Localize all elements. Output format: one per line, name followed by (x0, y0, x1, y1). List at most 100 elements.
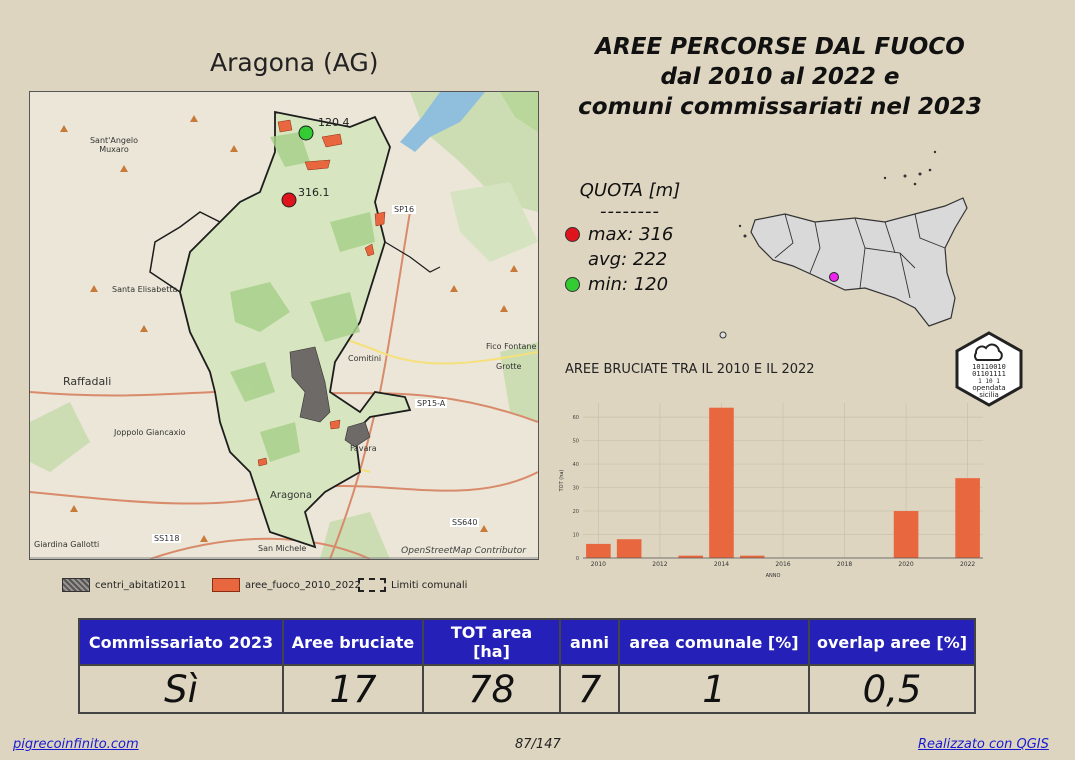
legend-label: Limiti comunali (391, 579, 468, 591)
place-label: Grotte (496, 362, 522, 371)
quota-row-max: max: 316 (565, 222, 695, 247)
logo-bits-2: 01101111 (972, 370, 1006, 378)
main-title-line-1: AREE PERCORSE DAL FUOCO (595, 34, 965, 60)
table-header: Aree bruciate (282, 618, 424, 666)
table-header: TOT area [ha] (422, 618, 561, 666)
green-dot-icon (565, 277, 580, 292)
quota-separator: -------- (600, 201, 660, 222)
page-number: 87/147 (515, 737, 561, 752)
municipality-title: Aragona (AG) (210, 48, 379, 77)
map-credit: OpenStreetMap Contributor (401, 546, 526, 556)
place-label: Santa Elisabetta (112, 285, 178, 294)
legend-item-boundaries: Limiti comunali (358, 578, 467, 592)
y-tick-label: 60 (573, 415, 579, 421)
table-cell: Sì (78, 664, 284, 714)
legend-label: aree_fuoco_2010_2022 (245, 579, 361, 591)
place-label: Sant'Angelo Muxaro (89, 136, 139, 154)
x-tick-label: 2012 (652, 561, 667, 568)
urban-area-aragona (289, 346, 331, 423)
place-label: Fico Fontane (486, 342, 537, 351)
place-label: Giardina Gallotti (34, 540, 100, 549)
x-tick-label: 2018 (837, 561, 852, 568)
quota-max: max: 316 (588, 224, 674, 245)
table-row: Sì 17 78 7 1 0,5 (78, 664, 976, 714)
municipality-map[interactable]: Sant'Angelo Muxaro Santa Elisabetta Raff… (29, 91, 539, 560)
bar-2014 (709, 407, 734, 558)
table-header: anni (559, 618, 620, 666)
sicily-inset-map (719, 150, 968, 339)
elevation-summary: QUOTA [m] -------- max: 316 avg: 222 min… (565, 180, 695, 297)
legend-label: centri_abitati2011 (95, 579, 187, 591)
table-header-row: Commissariato 2023 Aree bruciate TOT are… (78, 618, 976, 666)
opendata-sicilia-logo: 10110010 01101111 1 10 1 opendata sicili… (955, 331, 1023, 407)
chart-title: AREE BRUCIATE TRA IL 2010 E IL 2022 (565, 362, 815, 377)
red-dot-icon (565, 227, 580, 242)
table-cell: 1 (618, 664, 810, 714)
stats-table: Commissariato 2023 Aree bruciate TOT are… (78, 618, 976, 714)
fires-swatch (212, 578, 240, 592)
quota-avg: avg: 222 (588, 249, 668, 270)
road-label: SP16 (392, 205, 417, 214)
x-tick-label: 2020 (898, 561, 913, 568)
road-label: SP15-A (415, 399, 448, 408)
y-tick-label: 0 (576, 556, 579, 562)
table-header: overlap aree [%] (808, 618, 976, 666)
quota-title: QUOTA [m] (579, 180, 681, 201)
quota-min: min: 120 (588, 274, 669, 295)
main-title-line-2: dal 2010 al 2022 e (660, 64, 900, 90)
footer-website-link[interactable]: pigrecoinfinito.com (13, 737, 139, 752)
bar-2010 (586, 543, 611, 558)
y-tick-label: 20 (573, 509, 579, 515)
max-elevation-label: 316.1 (298, 186, 330, 199)
x-tick-label: 2016 (775, 561, 790, 568)
boundary-swatch (358, 578, 386, 592)
table-header: area comunale [%] (618, 618, 810, 666)
quota-row-min: min: 120 (565, 272, 695, 297)
place-label: Joppolo Giancaxio (114, 428, 186, 437)
logo-text-2: sicilia (979, 391, 999, 399)
bar-2015 (739, 555, 765, 558)
table-header: Commissariato 2023 (78, 618, 284, 666)
bar-2011 (616, 539, 642, 558)
logo-bits-3: 1 10 1 (978, 378, 1000, 385)
y-axis-label: TOT (ha) (559, 470, 565, 493)
x-axis-label: ANNO (766, 573, 781, 579)
place-label: Raffadali (63, 375, 112, 388)
urban-area-2 (344, 421, 371, 448)
aragona-location-marker (829, 272, 839, 282)
logo-text-1: opendata (972, 384, 1005, 392)
y-tick-label: 50 (573, 439, 579, 445)
table-cell: 78 (422, 664, 561, 714)
table-cell: 7 (559, 664, 620, 714)
place-label: Aragona (270, 490, 313, 501)
logo-bits-1: 10110010 (972, 363, 1006, 371)
table-cell: 17 (282, 664, 424, 714)
place-label: Comitini (348, 354, 382, 363)
urban-swatch (62, 578, 90, 592)
map-basemap (30, 92, 538, 559)
x-tick-label: 2014 (714, 561, 729, 568)
min-elevation-label: 120.4 (318, 116, 350, 129)
bar-2022 (955, 478, 980, 558)
bar-2020 (893, 511, 919, 558)
x-tick-label: 2022 (960, 561, 975, 568)
y-tick-label: 40 (573, 462, 579, 468)
legend-item-urban: centri_abitati2011 (62, 578, 186, 592)
quota-row-avg: avg: 222 (565, 247, 695, 272)
y-tick-label: 10 (573, 533, 579, 539)
main-title: AREE PERCORSE DAL FUOCO dal 2010 al 2022… (560, 32, 1000, 122)
place-label: San Michele (258, 544, 307, 553)
road-label: SS118 (152, 534, 182, 543)
bar-2013 (678, 555, 703, 558)
footer-qgis-link[interactable]: Realizzato con QGIS (918, 737, 1049, 752)
table-cell: 0,5 (808, 664, 976, 714)
place-label: Favara (350, 444, 377, 453)
max-elevation-marker (281, 192, 297, 208)
main-title-line-3: comuni commissariati nel 2023 (578, 94, 982, 120)
legend-item-fires: aree_fuoco_2010_2022 (212, 578, 361, 592)
burned-area-bar-chart: 0 10 20 30 40 50 60 2010 2012 2014 2016 2018 2020 202… (559, 403, 983, 579)
y-tick-label: 30 (573, 486, 579, 492)
x-tick-label: 2010 (591, 561, 606, 568)
road-label: SS640 (450, 518, 480, 527)
min-elevation-marker (298, 125, 314, 141)
